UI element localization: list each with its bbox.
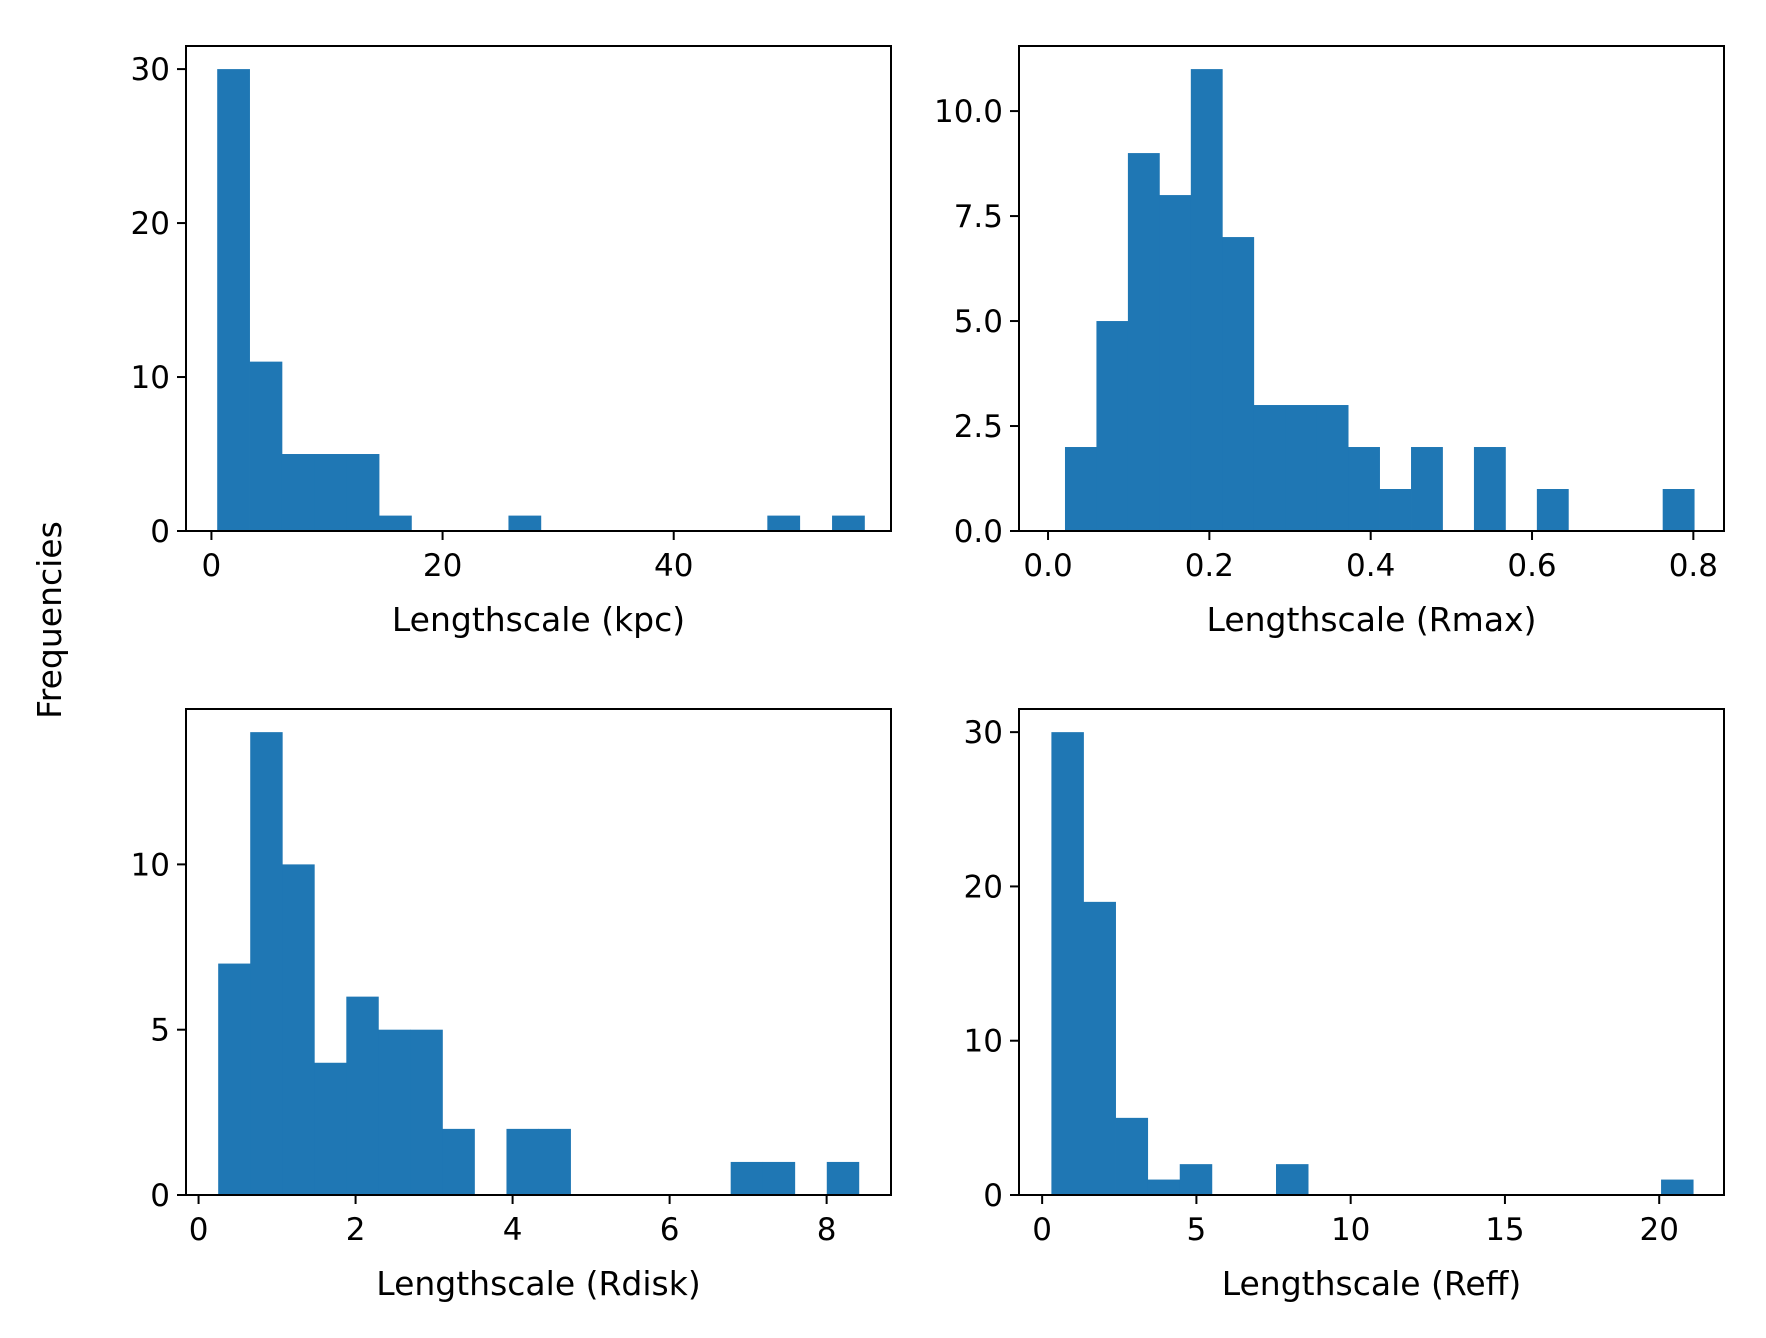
histogram-bar — [1083, 901, 1116, 1195]
histogram-bar — [410, 1029, 443, 1195]
histogram-bar — [1411, 447, 1443, 531]
histogram-bar — [1159, 195, 1192, 531]
x-tick-label: 0.0 — [1023, 548, 1072, 584]
histogram-bar — [1096, 321, 1129, 531]
histogram-bar — [1051, 732, 1084, 1195]
y-tick-label: 10 — [964, 1024, 1003, 1060]
y-tick-label: 10 — [131, 847, 170, 883]
x-tick-label: 0 — [189, 1212, 209, 1248]
x-tick-label: 0 — [1032, 1212, 1052, 1248]
x-tick-label: 0 — [202, 548, 222, 584]
x-tick-label: 10 — [1331, 1212, 1370, 1248]
histogram-bar — [1379, 489, 1412, 531]
histogram-bar — [379, 515, 412, 531]
x-axis-label: Lengthscale (Rmax) — [1207, 600, 1537, 639]
x-axis-label: Lengthscale (Rdisk) — [376, 1264, 700, 1303]
x-tick-label: 0.2 — [1185, 548, 1234, 584]
x-tick-label: 0.6 — [1507, 548, 1556, 584]
histogram-bar — [762, 1161, 796, 1195]
y-tick-label: 0 — [150, 1178, 170, 1214]
histogram-bar — [508, 515, 542, 531]
histogram-bar — [538, 1128, 571, 1195]
histogram-bar — [1536, 489, 1569, 531]
x-tick-label: 6 — [660, 1212, 680, 1248]
x-tick-label: 15 — [1485, 1212, 1524, 1248]
y-tick-label: 5 — [150, 1013, 170, 1049]
subplot-reff: 0 5 10 15 20 0 10 20 30 Lengthscale (Reff) — [964, 708, 1725, 1303]
histogram-bar — [506, 1128, 539, 1195]
histogram-bar — [217, 69, 250, 531]
histogram-bar — [767, 515, 801, 531]
histogram-bar — [281, 454, 315, 531]
histogram-bar — [730, 1161, 764, 1195]
histogram-bar — [314, 1062, 347, 1195]
x-tick-label: 40 — [654, 548, 693, 584]
x-tick-label: 0.8 — [1669, 548, 1718, 584]
histogram-bar — [378, 1029, 411, 1195]
histogram-bar — [1473, 447, 1506, 531]
y-tick-label: 20 — [131, 206, 170, 242]
histogram-bar — [1285, 405, 1318, 531]
histogram-bar — [1115, 1117, 1149, 1195]
histogram-bar — [1316, 405, 1349, 531]
histogram-bar — [1147, 1179, 1181, 1195]
histogram-bar — [1127, 153, 1160, 531]
y-tick-label: 0 — [983, 1178, 1003, 1214]
histogram-bar — [282, 864, 315, 1195]
x-tick-label: 2 — [346, 1212, 366, 1248]
histogram-bar — [826, 1161, 860, 1195]
axes-frame — [1018, 708, 1725, 1196]
axes-frame — [185, 708, 892, 1196]
x-tick-label: 8 — [817, 1212, 837, 1248]
x-tick-label: 4 — [503, 1212, 523, 1248]
y-tick-label: 30 — [964, 715, 1003, 751]
x-axis-label: Lengthscale (kpc) — [392, 600, 685, 639]
histogram-bar — [1222, 237, 1255, 531]
histogram-bar — [832, 515, 865, 531]
y-tick-label: 0.0 — [954, 514, 1003, 550]
y-tick-label: 2.5 — [954, 409, 1003, 445]
y-tick-label: 20 — [964, 869, 1003, 905]
subplot-rdisk: 0 2 4 6 8 0 5 10 Lengthscale (Rdisk) — [131, 708, 892, 1303]
histogram-bar — [218, 963, 251, 1195]
histogram-bar — [1348, 447, 1380, 531]
histogram-bar — [1661, 1179, 1694, 1195]
histogram-bar — [442, 1128, 475, 1195]
y-tick-label: 10.0 — [934, 94, 1003, 130]
y-tick-label: 7.5 — [954, 199, 1003, 235]
x-tick-label: 0.4 — [1346, 548, 1395, 584]
histogram-bar — [314, 454, 348, 531]
y-tick-label: 5.0 — [954, 304, 1003, 340]
x-tick-label: 20 — [423, 548, 462, 584]
histogram-bar — [1662, 489, 1695, 531]
subplot-kpc: 0 20 40 0 10 20 30 Lengthscale (kpc) — [131, 45, 892, 639]
histogram-bar — [1190, 69, 1223, 531]
histogram-bar — [250, 732, 283, 1195]
subplot-rmax: 0.0 0.2 0.4 0.6 0.8 0.0 2.5 5.0 7.5 10.0 Lengthsca… — [934, 45, 1725, 639]
y-tick-label: 0 — [150, 514, 170, 550]
y-tick-label: 30 — [131, 52, 170, 88]
x-tick-label: 20 — [1639, 1212, 1678, 1248]
histogram-bar — [346, 454, 380, 531]
histogram-bar — [249, 361, 283, 531]
x-tick-label: 5 — [1187, 1212, 1207, 1248]
axes-frame — [185, 45, 892, 532]
histogram-bar — [1179, 1164, 1213, 1195]
y-tick-label: 10 — [131, 360, 170, 396]
shared-y-axis-label: Frequencies — [30, 521, 69, 719]
histogram-bar — [1253, 405, 1286, 531]
x-axis-label: Lengthscale (Reff) — [1222, 1264, 1522, 1303]
histogram-bar — [1276, 1164, 1309, 1195]
histogram-bar — [346, 996, 379, 1195]
histogram-bar — [1064, 447, 1097, 531]
